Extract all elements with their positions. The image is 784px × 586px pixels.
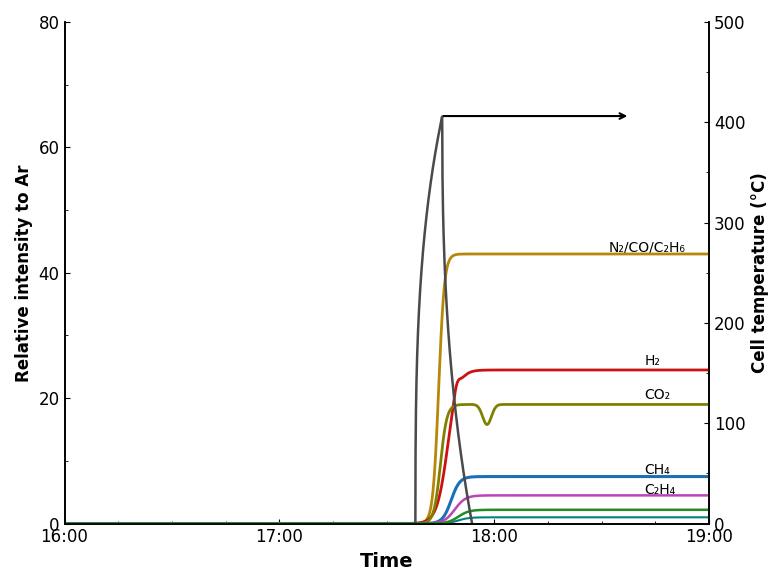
Text: C₂H₄: C₂H₄ xyxy=(644,483,676,498)
Text: CO₂: CO₂ xyxy=(644,388,670,402)
Text: CH₄: CH₄ xyxy=(644,464,670,477)
X-axis label: Time: Time xyxy=(360,552,414,571)
Y-axis label: Cell temperature (°C): Cell temperature (°C) xyxy=(751,172,769,373)
Text: H₂: H₂ xyxy=(644,353,660,367)
Text: N₂/CO/C₂H₆: N₂/CO/C₂H₆ xyxy=(608,241,685,255)
Y-axis label: Relative intensity to Ar: Relative intensity to Ar xyxy=(15,164,33,381)
